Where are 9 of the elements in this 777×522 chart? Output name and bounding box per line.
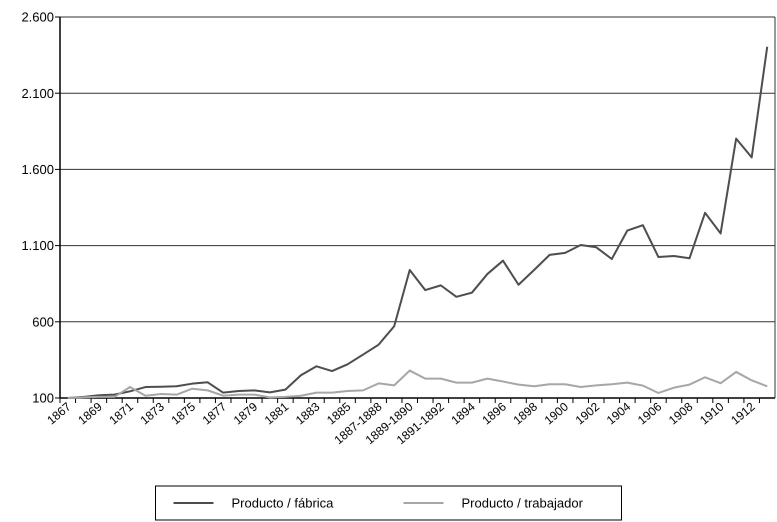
y-tick-label: 1.100 [21,238,54,254]
y-tick-label: 2.600 [21,10,54,25]
y-tick-label: 100 [32,390,54,406]
legend-label: Producto / trabajador [462,496,584,511]
y-tick-label: 600 [32,314,54,330]
legend-label: Producto / fábrica [232,496,334,511]
y-tick-label: 1.600 [21,162,54,177]
line-series [66,370,768,399]
y-tick-label: 2.100 [21,86,54,101]
